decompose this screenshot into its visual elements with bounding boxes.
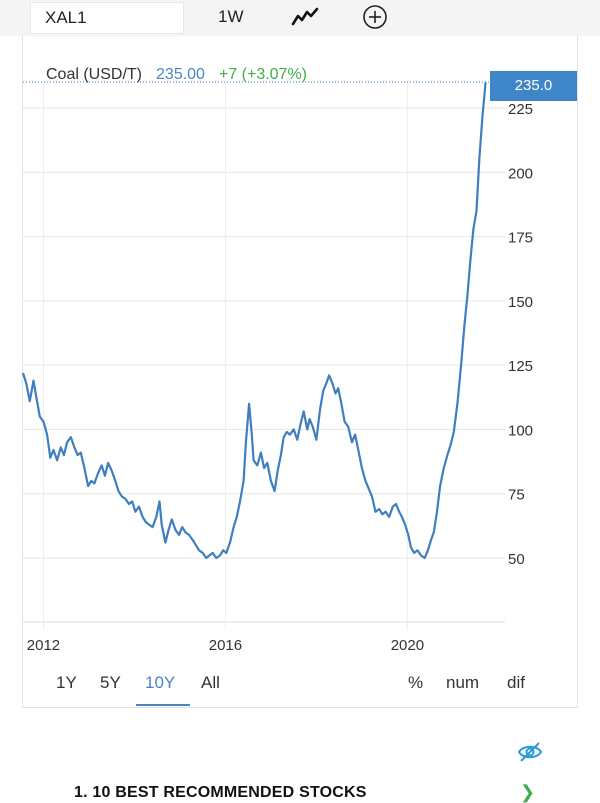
range-5y-button[interactable]: 5Y (100, 673, 121, 692)
interval-selector[interactable]: 1W (218, 7, 244, 26)
x-tick-label: 2020 (391, 637, 424, 654)
range-all-button[interactable]: All (201, 673, 220, 692)
y-tick-label: 125 (508, 358, 533, 375)
eye-slash-icon[interactable] (516, 740, 544, 764)
x-axis-labels: 2012 2016 2020 (27, 637, 424, 654)
percent-mode-button[interactable]: % (408, 673, 424, 692)
chart-grid (23, 82, 505, 630)
chevron-right-icon[interactable]: ❯ (520, 782, 536, 802)
range-selector: 1Y 5Y 10Y All % num dif (23, 665, 577, 707)
number-mode-button[interactable]: num (446, 673, 480, 692)
plus-circle-icon[interactable] (362, 4, 388, 30)
symbol-input[interactable]: XAL1 (30, 2, 184, 34)
y-tick-label: 100 (508, 422, 533, 439)
chart-panel (22, 36, 578, 708)
x-tick-label: 2016 (209, 637, 242, 654)
price-chart[interactable]: 50 75 100 125 150 175 200 225 2012 2016 2020 (0, 0, 600, 710)
line-chart-icon[interactable] (291, 6, 319, 28)
range-10y-button[interactable]: 10Y (145, 673, 176, 692)
active-range-underline (136, 704, 190, 706)
ad-link[interactable]: 1. 10 BEST RECOMMENDED STOCKS (74, 784, 367, 801)
y-tick-label: 50 (508, 551, 525, 568)
legend-series-name: Coal (USD/T) (46, 66, 143, 83)
chart-toolbar: XAL1 1W (0, 0, 600, 36)
range-1y-button[interactable]: 1Y (56, 673, 77, 692)
legend-price: 235.00 (156, 66, 205, 83)
y-tick-label: 150 (508, 294, 533, 311)
y-tick-label: 175 (508, 230, 533, 247)
difference-mode-button[interactable]: dif (507, 673, 525, 692)
last-value-badge: 235.0 (490, 71, 577, 101)
y-tick-label: 75 (508, 487, 525, 504)
y-axis-labels: 50 75 100 125 150 175 200 225 (508, 101, 533, 568)
x-tick-label: 2012 (27, 637, 60, 654)
y-tick-label: 225 (508, 101, 533, 118)
y-tick-label: 200 (508, 165, 533, 182)
chart-legend: Coal (USD/T) 235.00 +7 (+3.07%) (46, 64, 307, 86)
coal-price-series (21, 82, 487, 560)
legend-change: +7 (+3.07%) (218, 66, 308, 83)
